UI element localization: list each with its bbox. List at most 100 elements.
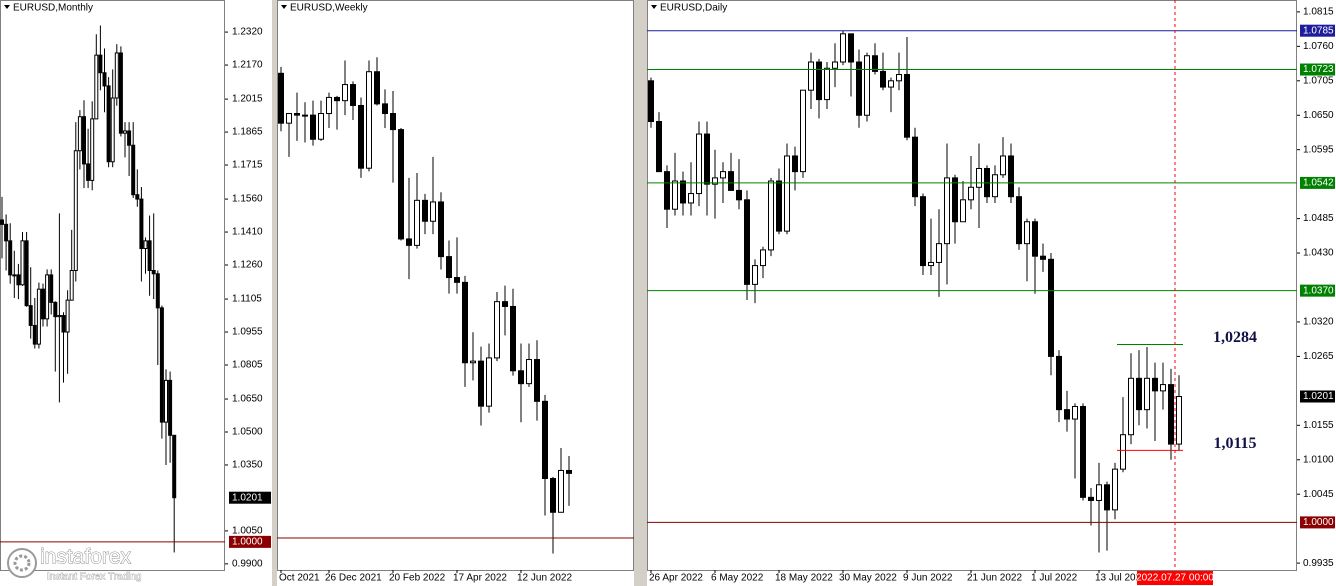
candle-body-down bbox=[550, 478, 556, 513]
candle-body-up bbox=[784, 155, 790, 232]
title-icon bbox=[651, 5, 657, 9]
candle-body-down bbox=[534, 359, 540, 402]
y-tick-label: 0.9935 bbox=[1303, 558, 1334, 569]
candle-body-up bbox=[928, 261, 934, 267]
level-box bbox=[1300, 516, 1335, 529]
candle-body-down bbox=[454, 277, 460, 283]
candle-body-up bbox=[110, 97, 115, 163]
y-tick-label: 1.0705 bbox=[1303, 75, 1334, 86]
candle-body-down bbox=[920, 196, 926, 267]
y-tick-label: 1.0485 bbox=[1303, 213, 1334, 224]
title-icon bbox=[281, 5, 287, 9]
candle-body-down bbox=[16, 274, 21, 286]
level-label: 1.0000 bbox=[1303, 517, 1334, 528]
candle-body-down bbox=[382, 103, 388, 115]
level-label: 1.0785 bbox=[1303, 25, 1334, 36]
candle-body-down bbox=[856, 61, 862, 116]
candle-body-up bbox=[936, 243, 942, 263]
y-tick-label: 1.0500 bbox=[232, 427, 263, 438]
candle-body-down bbox=[131, 144, 136, 196]
y-tick-label: 1.2170 bbox=[232, 60, 263, 71]
candle-body-up bbox=[164, 379, 168, 423]
candle-body-down bbox=[848, 33, 854, 63]
candle-body-down bbox=[1032, 221, 1038, 257]
candle-body-up bbox=[960, 199, 966, 223]
candle-body-up bbox=[1128, 377, 1134, 436]
y-tick-label: 1.0595 bbox=[1303, 144, 1334, 155]
candle-body-down bbox=[102, 72, 107, 87]
y-tick-label: 1.0320 bbox=[1303, 317, 1334, 328]
candle-body-up bbox=[1024, 221, 1030, 245]
x-tick-label: 20 Feb 2022 bbox=[389, 573, 446, 584]
x-tick-label: 12 Jun 2022 bbox=[517, 573, 572, 584]
candle-body-down bbox=[1064, 409, 1070, 420]
candle-body-up bbox=[286, 113, 292, 124]
candle-body-down bbox=[478, 360, 484, 407]
candle-body-down bbox=[139, 198, 144, 250]
level-label: 1.0370 bbox=[1303, 285, 1334, 296]
candle-body-down bbox=[1016, 196, 1022, 245]
candle-body-up bbox=[90, 118, 95, 181]
candle-body-down bbox=[294, 113, 300, 116]
candle-body-down bbox=[358, 104, 364, 169]
candle-body-down bbox=[1168, 384, 1174, 445]
logo: instaforex Instant Forex Trading bbox=[7, 545, 142, 583]
candle-body-down bbox=[118, 52, 123, 134]
logo-name: instaforex bbox=[40, 546, 132, 569]
candle-body-up bbox=[824, 67, 830, 101]
candle-body-up bbox=[768, 180, 774, 251]
candle-body-up bbox=[486, 357, 492, 407]
candle-body-down bbox=[542, 400, 548, 480]
candle-body-down bbox=[127, 130, 132, 146]
candle-body-down bbox=[792, 155, 798, 173]
candle-body-down bbox=[4, 223, 9, 242]
y-tick-label: 1.2320 bbox=[232, 27, 263, 38]
candle-body-down bbox=[438, 201, 444, 258]
candle-body-up bbox=[864, 55, 870, 116]
level-box bbox=[229, 535, 271, 548]
candle-body-up bbox=[326, 96, 332, 115]
candle-body-up bbox=[36, 288, 41, 345]
candle-body-up bbox=[94, 54, 99, 120]
level-label: 1.0542 bbox=[1303, 178, 1334, 189]
candle-body-down bbox=[656, 121, 662, 173]
level-label: 1.0201 bbox=[1303, 391, 1334, 402]
y-tick-label: 1.0100 bbox=[1303, 454, 1334, 465]
candle-body-up bbox=[20, 240, 25, 286]
candle-body-down bbox=[1008, 155, 1014, 198]
candle-body-down bbox=[0, 219, 4, 225]
candle-body-up bbox=[114, 52, 119, 99]
candle-body-down bbox=[744, 199, 750, 285]
candle-body-up bbox=[342, 84, 348, 102]
y-tick-label: 1.1105 bbox=[232, 294, 262, 305]
candle-body-down bbox=[1080, 406, 1086, 498]
logo-icon-core bbox=[13, 554, 31, 572]
candle-body-up bbox=[800, 89, 806, 173]
candle-body-up bbox=[1160, 384, 1166, 392]
candle-body-up bbox=[1000, 155, 1006, 176]
candle-body-down bbox=[1152, 377, 1158, 392]
level-label: 1.0000 bbox=[232, 537, 263, 548]
y-tick-label: 1.0955 bbox=[232, 327, 263, 338]
candle-body-down bbox=[422, 199, 428, 222]
cursor-box bbox=[1137, 571, 1213, 585]
candle-body-down bbox=[8, 240, 13, 276]
y-tick-label: 1.0430 bbox=[1303, 248, 1334, 259]
candle-body-up bbox=[366, 71, 372, 169]
candle-body-down bbox=[680, 180, 686, 204]
candle-body-up bbox=[494, 301, 500, 359]
candle-body-down bbox=[1104, 484, 1110, 511]
annotation-text: 1,0115 bbox=[1213, 435, 1256, 452]
candle-body-down bbox=[1040, 255, 1046, 260]
candle-body-up bbox=[720, 171, 726, 179]
candle-body-down bbox=[86, 163, 91, 181]
candle-body-down bbox=[278, 72, 284, 124]
chart-window: EURUSD,Weekly Oct 2021 26 Dec 2021 20 Feb 2… bbox=[277, 0, 634, 586]
y-tick-label: 1.2015 bbox=[232, 94, 263, 105]
candle-body-down bbox=[1048, 258, 1054, 357]
x-tick-label: 30 May 2022 bbox=[839, 573, 897, 584]
candle-body-up bbox=[526, 359, 532, 385]
y-tick-label: 0.9900 bbox=[232, 558, 263, 569]
candle-body-down bbox=[446, 256, 452, 279]
